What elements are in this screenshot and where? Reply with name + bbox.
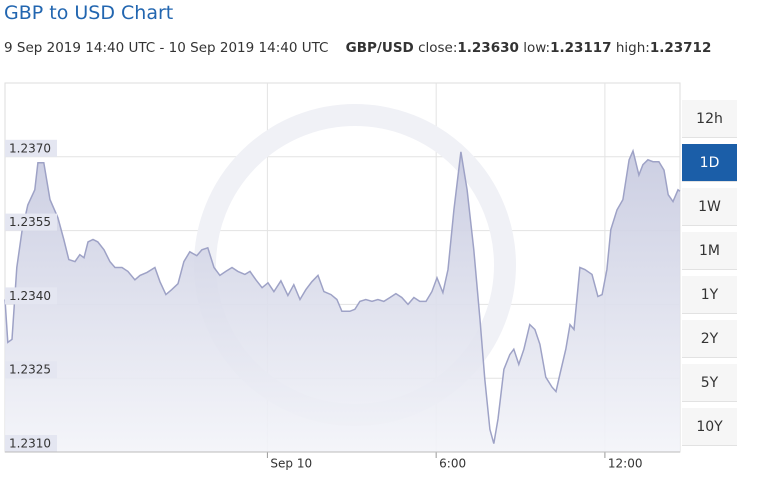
y-tick-label-bg	[5, 213, 57, 231]
y-tick-label: 1.2310	[9, 437, 51, 451]
y-tick-label-bg	[5, 435, 57, 452]
period-button[interactable]: 10Y	[682, 408, 737, 446]
period-button[interactable]: 1W	[682, 188, 737, 226]
x-tick-label: 6:00	[439, 457, 466, 471]
period-button[interactable]: 12h	[682, 100, 737, 138]
area-fill	[5, 150, 680, 452]
period-button[interactable]: 1D	[682, 144, 737, 182]
stat-value: 1.23630	[457, 40, 519, 56]
stat-value: 1.23712	[649, 40, 712, 56]
period-button[interactable]: 1Y	[682, 276, 737, 314]
y-tick-label-bg	[5, 287, 57, 305]
y-tick-label-bg	[5, 361, 57, 379]
chart-title: GBP to USD Chart	[4, 2, 174, 24]
period-button[interactable]: 1M	[682, 232, 737, 270]
y-tick-label: 1.2325	[9, 363, 51, 377]
y-tick-label: 1.2340	[9, 289, 51, 303]
x-tick-label: Sep 10	[270, 457, 312, 471]
stat-value: 1.23117	[550, 40, 612, 56]
period-button[interactable]: 2Y	[682, 320, 737, 358]
pair: GBP/USD	[345, 40, 414, 56]
x-tick-label: 12:00	[608, 457, 643, 471]
stats: close:1.23630 low:1.23117 high:1.23712	[418, 40, 711, 56]
date-range: 9 Sep 2019 14:40 UTC - 10 Sep 2019 14:40…	[4, 40, 329, 56]
subtitle: 9 Sep 2019 14:40 UTC - 10 Sep 2019 14:40…	[4, 40, 711, 56]
stat-label: high:	[615, 40, 650, 56]
y-tick-label: 1.2370	[9, 141, 51, 155]
period-button[interactable]: 5Y	[682, 364, 737, 402]
stat-label: close:	[418, 40, 458, 56]
y-tick-label-bg	[5, 139, 57, 157]
stat-label: low:	[523, 40, 551, 56]
y-tick-label: 1.2355	[9, 215, 51, 229]
line	[4, 148, 681, 444]
